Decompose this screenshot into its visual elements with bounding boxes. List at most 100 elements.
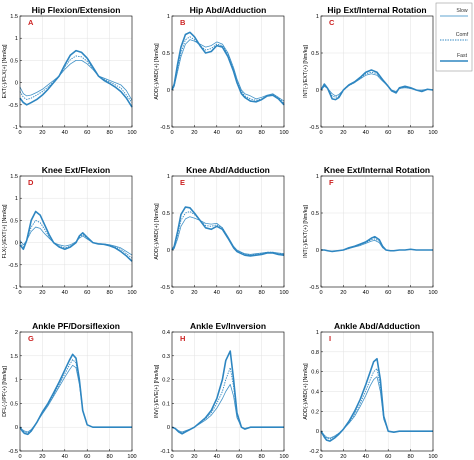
plot-area [321, 176, 433, 287]
y-tick-label: 1 [15, 36, 18, 42]
x-tick-label: 40 [62, 130, 68, 136]
x-tick-label: 40 [62, 290, 68, 296]
legend-box [435, 2, 473, 72]
y-tick-label: 0.4 [311, 390, 319, 396]
x-tick-label: 80 [407, 290, 413, 296]
x-tick-label: 80 [258, 290, 264, 296]
panel-title: Knee Ext/Flexion [42, 165, 111, 175]
series-line-solid-thin [19, 60, 133, 101]
y-axis-label: INV(-)/EVE(+) [Nm/kg] [154, 364, 160, 418]
x-tick-label: 80 [407, 454, 413, 460]
y-axis-label: DFL(-)/PF(+) [Nm/kg] [2, 366, 8, 417]
x-tick-label: 100 [279, 130, 288, 136]
series-line-solid-thin [19, 226, 133, 256]
x-tick-label: 100 [127, 454, 136, 460]
y-tick-label: 0.6 [311, 370, 319, 376]
series-line-solid-thick [320, 69, 434, 101]
y-tick-label: -0.5 [8, 263, 18, 269]
y-tick-label: 1.5 [10, 14, 18, 20]
plot-area [172, 176, 284, 287]
plot-area [20, 176, 132, 287]
x-tick-label: 80 [106, 130, 112, 136]
panel-title: Knee Ext/Internal Rotation [324, 165, 430, 175]
y-tick-label: 1 [167, 14, 170, 20]
series-line-solid-thick [19, 353, 132, 436]
y-tick-label: 0.5 [162, 211, 170, 217]
series-line-dotted [171, 36, 285, 104]
y-tick-label: 2 [15, 330, 18, 336]
panel-title: Hip Abd/Adduction [190, 5, 267, 15]
panel-title: Knee Abd/Adduction [186, 165, 270, 175]
y-tick-label: 0.5 [162, 51, 170, 57]
x-tick-label: 100 [279, 454, 288, 460]
x-tick-label: 80 [258, 454, 264, 460]
y-tick-label: 0.1 [162, 401, 170, 407]
x-tick-label: 80 [407, 130, 413, 136]
legend: Slow Comf Fast [435, 2, 473, 72]
x-tick-label: 60 [84, 130, 90, 136]
x-tick-label: 0 [18, 290, 21, 296]
y-axis-label: INT(-)/EXT(+) [Nm/kg] [303, 45, 309, 98]
legend-label: Fast [457, 53, 468, 59]
series-line-solid-thick [171, 31, 285, 106]
x-tick-label: 100 [428, 454, 437, 460]
x-tick-label: 40 [214, 130, 220, 136]
panel-title: Hip Flexion/Extension [32, 5, 121, 15]
y-tick-label: 0 [15, 425, 18, 431]
y-tick-label: -1 [13, 125, 18, 131]
x-tick-label: 20 [191, 130, 197, 136]
y-tick-label: -0.2 [309, 449, 319, 455]
y-tick-label: -0.5 [8, 103, 18, 109]
x-tick-label: 0 [18, 454, 21, 460]
y-tick-label: 1 [316, 14, 319, 20]
y-tick-label: 0 [316, 248, 319, 254]
y-tick-label: 1.5 [10, 174, 18, 180]
y-tick-label: -0.5 [8, 449, 18, 455]
x-tick-label: 0 [18, 130, 21, 136]
y-tick-label: 0.5 [10, 58, 18, 64]
x-tick-label: 100 [127, 290, 136, 296]
plot-area [172, 332, 284, 451]
x-tick-label: 40 [62, 454, 68, 460]
x-tick-label: 80 [258, 130, 264, 136]
series-line-dotted [320, 368, 433, 440]
y-tick-label: 1.5 [10, 354, 18, 360]
x-tick-label: 40 [363, 454, 369, 460]
x-tick-label: 0 [170, 454, 173, 460]
y-tick-label: 0 [15, 81, 18, 87]
x-tick-label: 40 [363, 290, 369, 296]
x-tick-label: 60 [385, 290, 391, 296]
x-tick-label: 60 [236, 454, 242, 460]
x-tick-label: 0 [319, 454, 322, 460]
y-axis-label: ADD(-)/ABD(+) [Nm/kg] [303, 363, 309, 420]
x-tick-label: 40 [363, 130, 369, 136]
axes-frame [19, 175, 133, 288]
x-tick-label: 80 [106, 454, 112, 460]
x-tick-label: 0 [319, 130, 322, 136]
axes-frame [19, 15, 133, 128]
legend-label: Comf [456, 32, 469, 38]
y-tick-label: 1 [15, 196, 18, 202]
x-tick-label: 60 [84, 454, 90, 460]
axes-frame [171, 15, 285, 128]
y-tick-label: 1 [316, 330, 319, 336]
x-tick-label: 100 [127, 130, 136, 136]
y-tick-label: 0 [15, 241, 18, 247]
x-tick-label: 40 [214, 290, 220, 296]
x-tick-label: 60 [236, 130, 242, 136]
series-line-dotted [171, 211, 285, 256]
x-tick-label: 100 [428, 130, 437, 136]
panel-letter: C [329, 18, 335, 27]
y-tick-label: 0.5 [10, 401, 18, 407]
y-tick-label: 0.2 [311, 409, 319, 415]
x-tick-label: 0 [170, 290, 173, 296]
panel-hip_fe: 0 20 40 60 80 100 -1 -0.5 0 0.5 1 1.5 Hip Flexion/Ex… [2, 5, 137, 136]
y-tick-label: 0.5 [10, 218, 18, 224]
y-tick-label: 0 [316, 88, 319, 94]
y-tick-label: 0.3 [162, 354, 170, 360]
y-axis-label: INT(-)/EXT(+) [Nm/kg] [303, 205, 309, 258]
